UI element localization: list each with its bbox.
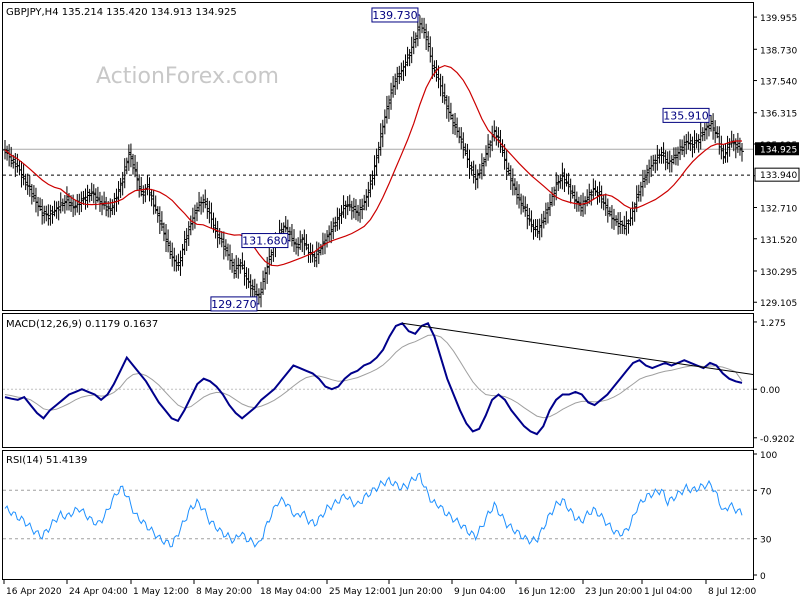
rsi-axis-label: 0 (760, 572, 766, 582)
price-axis-label: 139.955 (760, 14, 797, 24)
price-axis-label: 129.105 (760, 299, 797, 309)
x-axis-label: 1 May 12:00 (133, 587, 189, 597)
current-price-label: 134.925 (760, 145, 797, 155)
current-price-badge: 134.925 (755, 142, 799, 156)
x-axis-label: 1 Jul 04:00 (644, 587, 693, 597)
x-axis-label: 8 Jul 12:00 (708, 587, 757, 597)
rsi-axis-label: 30 (760, 536, 772, 546)
price-annotation: 139.730 (371, 7, 420, 23)
annotation-label: 139.730 (372, 9, 418, 22)
annotation-label: 135.910 (663, 109, 709, 122)
level-label: 133.940 (760, 171, 797, 181)
level-badge-bg (754, 167, 800, 182)
rsi-axis-label: 100 (760, 451, 777, 461)
rsi-axis-label: 70 (760, 487, 772, 497)
annotation-label: 129.270 (211, 298, 257, 311)
x-axis-label: 24 Apr 04:00 (69, 587, 128, 597)
price-annotation: 131.680 (241, 233, 290, 249)
x-axis-label: 1 Jun 20:00 (391, 587, 443, 597)
macd-trendline (402, 322, 754, 375)
macd-main-line (4, 322, 743, 436)
price-axis-label: 136.315 (760, 110, 797, 120)
rsi-line (4, 472, 743, 548)
macd-layer (3, 322, 754, 436)
price-axis-label: 132.710 (760, 204, 797, 214)
x-axis-label: 16 Jun 12:00 (518, 587, 575, 597)
price-axis-label: 137.540 (760, 78, 797, 88)
rsi-panel-frame (2, 450, 754, 580)
macd-label: MACD(12,26,9) 0.1179 0.1637 (6, 319, 158, 330)
price-panel-frame (2, 2, 754, 311)
rsi-label: RSI(14) 51.4139 (6, 455, 87, 466)
x-axis-label: 16 Apr 2020 (6, 587, 62, 597)
macd-panel-frame (2, 313, 754, 448)
current-price-badge-bg (755, 142, 799, 156)
price-annotation: 129.270 (210, 296, 259, 312)
rsi-layer (3, 472, 753, 548)
macd-signal-line (4, 334, 743, 419)
macd-axis-label: -0.9202 (760, 435, 795, 445)
ohlc-bar (740, 142, 744, 162)
axis-layer: 139.955138.730137.540136.315135.125133.9… (3, 14, 800, 597)
price-axis-label: 131.520 (760, 236, 797, 246)
watermark: ActionForex.com (96, 64, 279, 89)
chart-title: GBPJPY,H4 135.214 135.420 134.913 134.92… (6, 7, 237, 18)
x-axis-label: 23 Jun 20:00 (585, 587, 642, 597)
annotation-label: 131.680 (242, 235, 288, 248)
price-axis-label: 138.730 (760, 46, 797, 56)
moving-average-line (4, 64, 742, 267)
price-layer: 139.730 129.270 131.680 135.910 (3, 7, 753, 312)
x-axis-label: 9 Jun 04:00 (454, 587, 506, 597)
price-annotation: 135.910 (662, 107, 712, 123)
level-badge: 133.940 (754, 167, 800, 182)
price-axis-label: 130.295 (760, 268, 797, 278)
macd-axis-label: 1.275 (760, 319, 786, 329)
x-axis-label: 25 May 12:00 (329, 587, 391, 597)
x-axis-label: 18 May 04:00 (260, 587, 322, 597)
x-axis-label: 8 May 20:00 (196, 587, 252, 597)
macd-axis-label: 0.00 (760, 386, 780, 396)
